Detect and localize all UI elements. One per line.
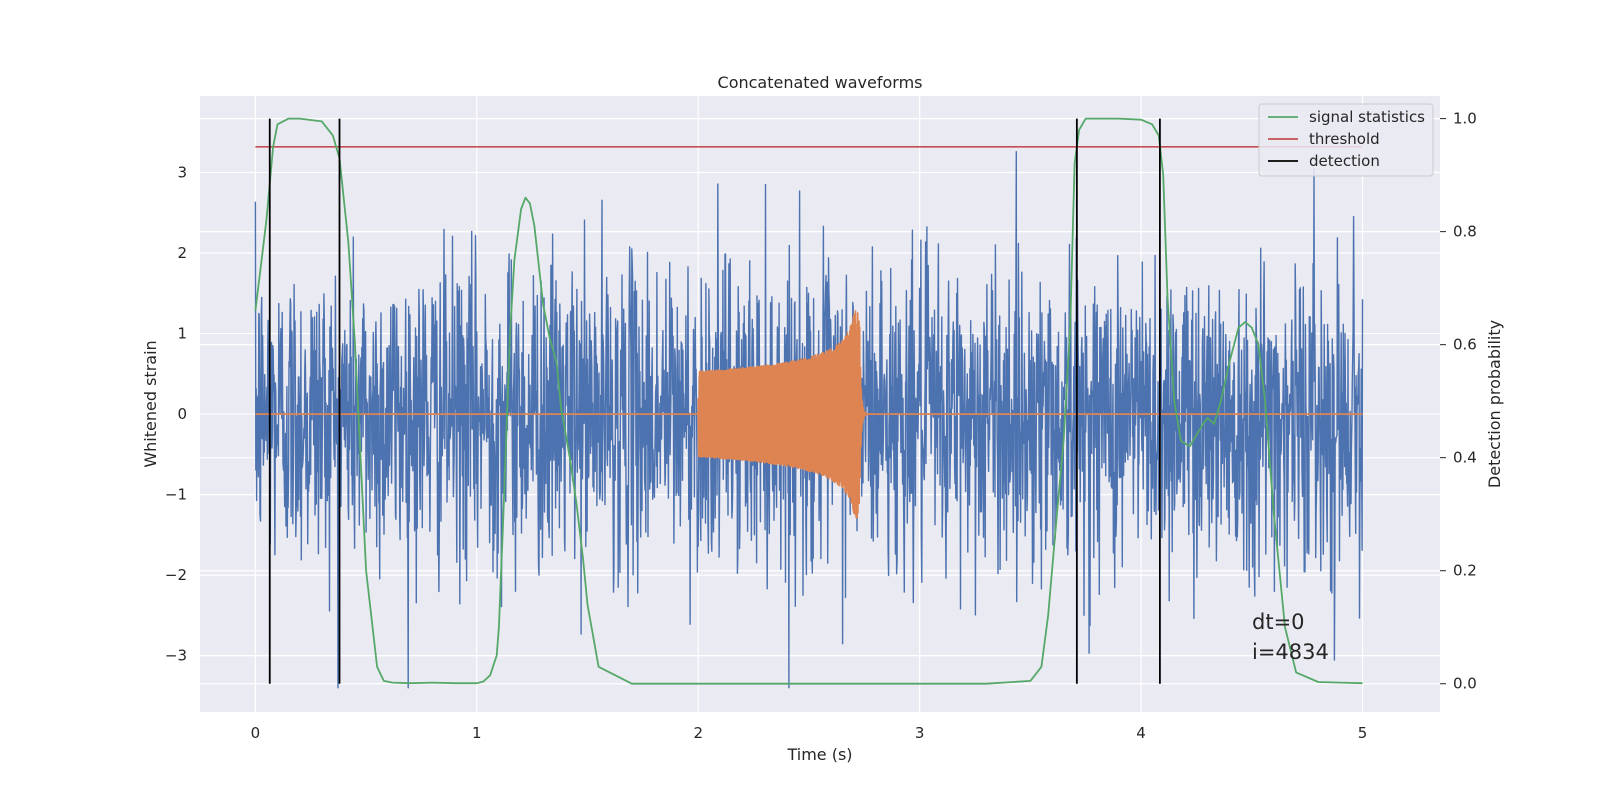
x-tick-label: 4 bbox=[1136, 724, 1146, 742]
annotation: dt=0 i=4834 bbox=[1252, 610, 1329, 664]
plot-area bbox=[254, 117, 1364, 689]
template-series-line bbox=[255, 310, 1363, 519]
y-axis-label: Whitened strain bbox=[141, 340, 160, 467]
y-right-tick-label: 0.0 bbox=[1453, 675, 1477, 693]
annotation-dt: dt=0 bbox=[1252, 610, 1305, 634]
y-tick-label: −1 bbox=[165, 486, 187, 504]
x-axis-label: Time (s) bbox=[786, 745, 852, 764]
chart-title: Concatenated waveforms bbox=[718, 73, 923, 92]
y-right-tick-label: 0.8 bbox=[1453, 223, 1477, 241]
x-tick-label: 1 bbox=[472, 724, 482, 742]
y-tick-label: −3 bbox=[165, 647, 187, 665]
signal-statistics-line bbox=[254, 117, 1363, 685]
y-right-tick-label: 0.4 bbox=[1453, 449, 1477, 467]
y-tick-label: 0 bbox=[177, 405, 187, 423]
legend: signal statistics threshold detection bbox=[1258, 103, 1434, 177]
y-right-tick-label: 0.2 bbox=[1453, 562, 1477, 580]
y-tick-label: 3 bbox=[177, 163, 187, 181]
legend-label-detection: detection bbox=[1309, 152, 1380, 170]
y-right-tick-label: 1.0 bbox=[1453, 110, 1477, 128]
y-right-tick-label: 0.6 bbox=[1453, 336, 1477, 354]
x-tick-label: 2 bbox=[693, 724, 703, 742]
y-tick-label: −2 bbox=[165, 566, 187, 584]
legend-box bbox=[1258, 103, 1434, 177]
legend-label-signal-statistics: signal statistics bbox=[1309, 108, 1425, 126]
annotation-index: i=4834 bbox=[1252, 640, 1329, 664]
legend-label-threshold: threshold bbox=[1309, 130, 1380, 148]
y-tick-label: 2 bbox=[177, 244, 187, 262]
x-tick-label: 0 bbox=[251, 724, 261, 742]
x-tick-label: 3 bbox=[915, 724, 925, 742]
tick-labels: 0 1 2 3 4 5 −3 −2 −1 0 1 2 3 0.0 0.2 0.4 0.6 0.8 1.0 bbox=[165, 110, 1477, 742]
x-tick-label: 5 bbox=[1358, 724, 1368, 742]
y-tick-label: 1 bbox=[177, 325, 187, 343]
y-axis-right-label: Detection probability bbox=[1485, 320, 1504, 488]
